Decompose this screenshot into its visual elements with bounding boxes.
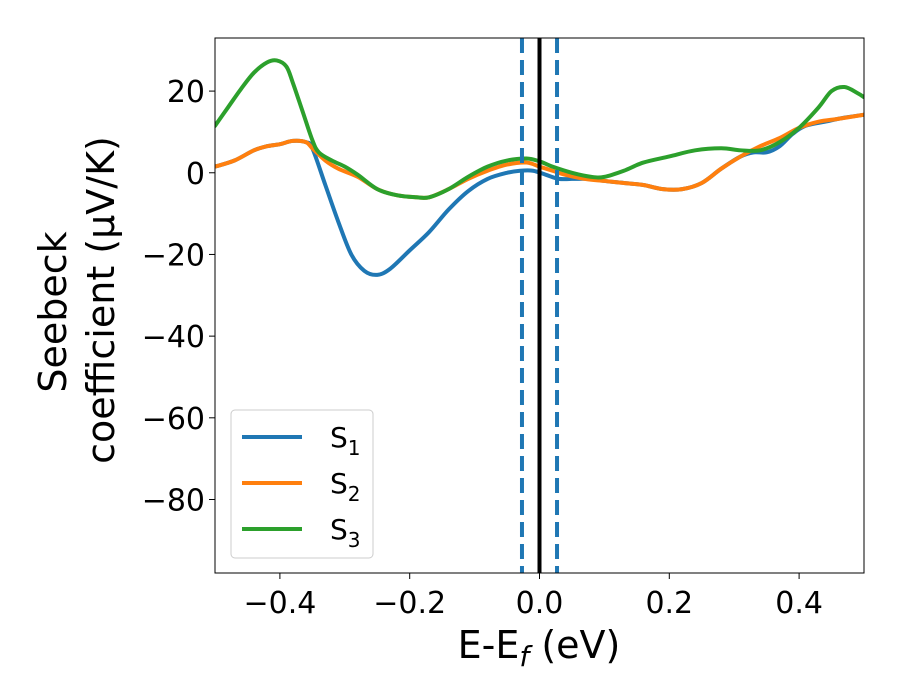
y-tick-label: −20 — [142, 238, 205, 273]
y-tick-label: 0 — [186, 157, 205, 192]
y-tick-label: −60 — [142, 402, 205, 437]
y-tick-label: −80 — [142, 483, 205, 518]
legend-label-s3: S3 — [330, 513, 361, 552]
legend-label-s1: S1 — [330, 421, 361, 460]
x-tick-label: 0.0 — [516, 586, 564, 621]
legend: S1 S2 S3 — [230, 409, 374, 559]
y-axis-label-line1: Seebeck — [31, 231, 75, 392]
x-tick-label: −0.4 — [243, 586, 316, 621]
y-axis-label-line2: coefficient (μV/K) — [79, 136, 123, 464]
x-axis-label-unit: (eV) — [529, 623, 620, 667]
y-tick-label: 20 — [167, 75, 205, 110]
x-tick-label: 0.2 — [645, 586, 693, 621]
x-tick-label: −0.2 — [373, 586, 446, 621]
series-layer — [215, 58, 864, 277]
y-tick-label: −40 — [142, 320, 205, 355]
tick-layer: −0.4 −0.2 0.0 0.2 0.4 20 0 −20 −40 −60 −80 — [142, 75, 823, 621]
x-tick-label: 0.4 — [775, 586, 823, 621]
x-axis-label: E-Ef (eV) — [458, 623, 621, 673]
legend-label-s2: S2 — [330, 467, 361, 506]
vline-layer — [519, 38, 560, 573]
series-line-s3 — [215, 58, 864, 200]
series-line-s2 — [215, 112, 864, 200]
x-axis-label-main: E-E — [458, 623, 520, 667]
